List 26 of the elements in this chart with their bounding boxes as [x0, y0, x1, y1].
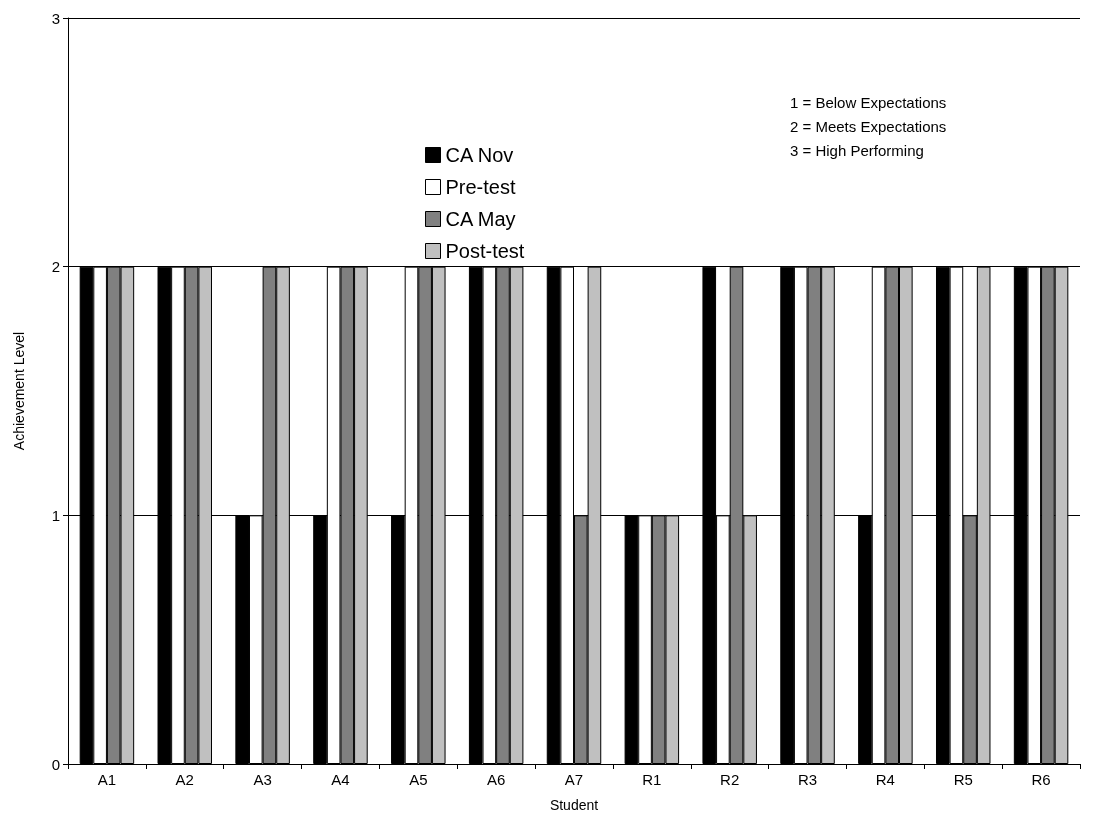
x-tick-label: A3 — [253, 771, 272, 788]
x-tick-label: R5 — [953, 771, 973, 788]
x-tick-label: A1 — [97, 771, 117, 788]
x-tick-label: A5 — [409, 771, 428, 788]
annotation: 1 = Below Expectations — [790, 94, 947, 111]
y-tick-label: 3 — [51, 9, 60, 27]
x-tick-label: R3 — [797, 771, 818, 788]
legend-label: Pre-test — [445, 176, 516, 198]
x-tick-label: R1 — [642, 771, 662, 788]
x-tick-label: A7 — [564, 771, 584, 788]
legend-label: CA May — [445, 208, 516, 230]
annotation: 3 = High Performing — [790, 142, 924, 159]
x-tick-label: A6 — [486, 771, 506, 788]
y-tick-label: 2 — [51, 258, 60, 276]
x-tick-label: R4 — [875, 771, 895, 788]
y-axis-title: Achievement Level — [11, 331, 27, 451]
legend-label: Post-test — [445, 240, 525, 262]
y-tick-label: 1 — [51, 506, 60, 524]
y-tick-label: 0 — [51, 755, 60, 773]
x-axis-title: Student — [549, 797, 599, 813]
legend-label: CA Nov — [445, 144, 514, 166]
x-tick-label: R6 — [1031, 771, 1051, 788]
x-tick-label: R2 — [720, 771, 740, 788]
x-tick-label: A2 — [175, 771, 194, 788]
x-tick-label: A4 — [331, 771, 350, 788]
annotation: 2 = Meets Expectations — [790, 118, 947, 135]
